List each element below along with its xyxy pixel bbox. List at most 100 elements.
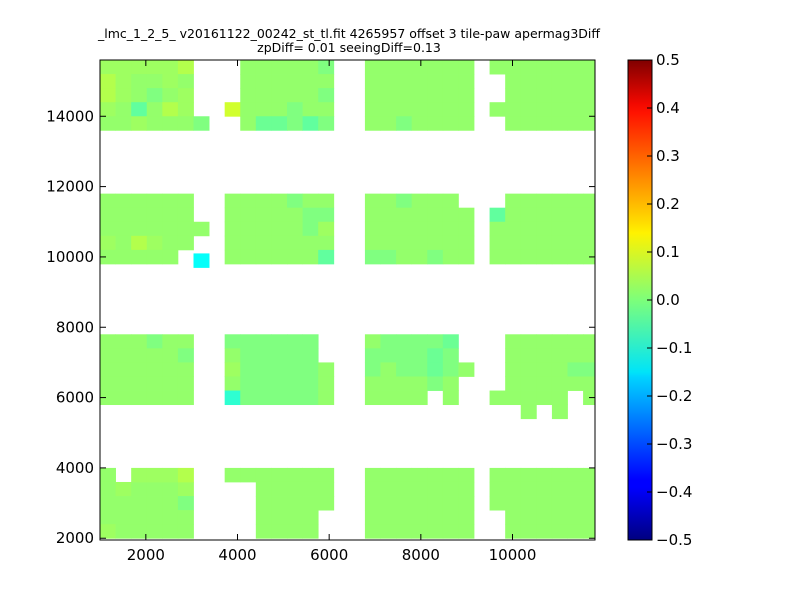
heatmap-cell <box>240 60 257 75</box>
heatmap-cell <box>302 481 319 497</box>
heatmap-cell <box>115 362 132 377</box>
heatmap-cell <box>255 510 272 525</box>
heatmap-cell <box>583 467 595 483</box>
heatmap-cell <box>567 481 584 497</box>
heatmap-cell <box>583 510 595 525</box>
heatmap-cell <box>567 496 584 511</box>
heatmap-cell <box>442 88 459 103</box>
heatmap-cell <box>318 74 335 89</box>
heatmap-cell <box>583 74 595 89</box>
heatmap-cell <box>551 404 568 420</box>
heatmap-cell <box>364 496 381 511</box>
heatmap-cell <box>271 74 288 89</box>
heatmap-cell <box>427 116 444 131</box>
heatmap-cell <box>271 496 288 511</box>
heatmap-cell <box>100 102 116 117</box>
heatmap-cell <box>302 362 319 377</box>
heatmap-cell <box>162 249 179 265</box>
heatmap-cell <box>411 467 428 483</box>
heatmap-cell <box>396 235 413 251</box>
heatmap-cell <box>318 390 335 406</box>
heatmap-cell <box>318 467 335 483</box>
heatmap-cell <box>255 348 272 363</box>
heatmap-cell <box>131 221 148 237</box>
heatmap-cell <box>302 235 319 251</box>
heatmap-cell <box>396 496 413 511</box>
heatmap-cell <box>458 102 475 117</box>
heatmap-cell <box>318 88 335 103</box>
heatmap-cell <box>567 88 584 103</box>
heatmap-cell <box>411 102 428 117</box>
heatmap-cell <box>411 235 428 251</box>
x-tick-label: 10000 <box>489 546 537 564</box>
heatmap-cell <box>318 207 335 223</box>
heatmap-cell <box>489 496 506 511</box>
heatmap-cell <box>551 496 568 511</box>
heatmap-cell <box>255 221 272 237</box>
heatmap-cell <box>177 193 194 209</box>
heatmap-cell <box>131 481 148 497</box>
heatmap-cell <box>583 481 595 497</box>
heatmap-cell <box>411 60 428 75</box>
y-tick-label: 14000 <box>46 107 94 125</box>
heatmap-cell <box>442 510 459 525</box>
heatmap-cell <box>364 235 381 251</box>
heatmap-cell <box>427 235 444 251</box>
heatmap-cell <box>162 362 179 377</box>
heatmap-cell <box>100 334 116 349</box>
heatmap-cell <box>505 510 522 525</box>
heatmap-cell <box>411 524 428 539</box>
heatmap-cell <box>255 60 272 75</box>
heatmap-cell <box>489 102 506 117</box>
heatmap-cell <box>551 467 568 483</box>
heatmap-cell <box>427 510 444 525</box>
heatmap-cell <box>442 467 459 483</box>
heatmap-cell <box>583 334 595 349</box>
heatmap-cell <box>583 102 595 117</box>
x-tick-label: 2000 <box>127 546 165 564</box>
heatmap-cell <box>318 102 335 117</box>
heatmap-cell <box>567 334 584 349</box>
heatmap-cell <box>240 348 257 363</box>
heatmap-cell <box>100 348 116 363</box>
heatmap-cell <box>146 88 163 103</box>
heatmap-cell <box>520 207 537 223</box>
heatmap-cell <box>505 249 522 265</box>
heatmap-cell <box>146 362 163 377</box>
heatmap-cell <box>380 510 397 525</box>
heatmap-cell <box>131 116 148 131</box>
heatmap-cell <box>162 376 179 391</box>
heatmap-cell <box>489 249 506 265</box>
heatmap-cell <box>380 102 397 117</box>
heatmap-cell <box>271 376 288 391</box>
heatmap-cell <box>162 467 179 483</box>
heatmap-cell <box>442 481 459 497</box>
heatmap-cell <box>177 235 194 251</box>
heatmap-cell <box>396 334 413 349</box>
heatmap-cell <box>380 524 397 539</box>
heatmap-cell <box>396 510 413 525</box>
heatmap-cell <box>287 481 303 497</box>
heatmap-cell <box>583 193 595 209</box>
colorbar-tick-label: 0.5 <box>656 51 680 69</box>
heatmap-cell <box>489 467 506 483</box>
heatmap-cell <box>583 116 595 131</box>
heatmap-cell <box>115 334 132 349</box>
heatmap-cell <box>115 74 132 89</box>
heatmap-cell <box>100 60 116 75</box>
chart-title-line-2: zpDiff= 0.01 seeingDiff=0.13 <box>257 40 441 55</box>
heatmap-cell <box>551 74 568 89</box>
heatmap-cell <box>100 235 116 251</box>
heatmap-cell <box>458 481 475 497</box>
colorbar-tick-label: 0.2 <box>656 195 680 213</box>
heatmap-cell <box>536 116 553 131</box>
heatmap-cell <box>536 496 553 511</box>
colorbar-tick-label: 0.4 <box>656 99 680 117</box>
heatmap-cell <box>458 60 475 75</box>
heatmap-cell <box>380 334 397 349</box>
heatmap-cell <box>583 221 595 237</box>
heatmap-cell <box>551 510 568 525</box>
heatmap-cell <box>364 481 381 497</box>
heatmap-cell <box>396 88 413 103</box>
heatmap-cell <box>100 221 116 237</box>
